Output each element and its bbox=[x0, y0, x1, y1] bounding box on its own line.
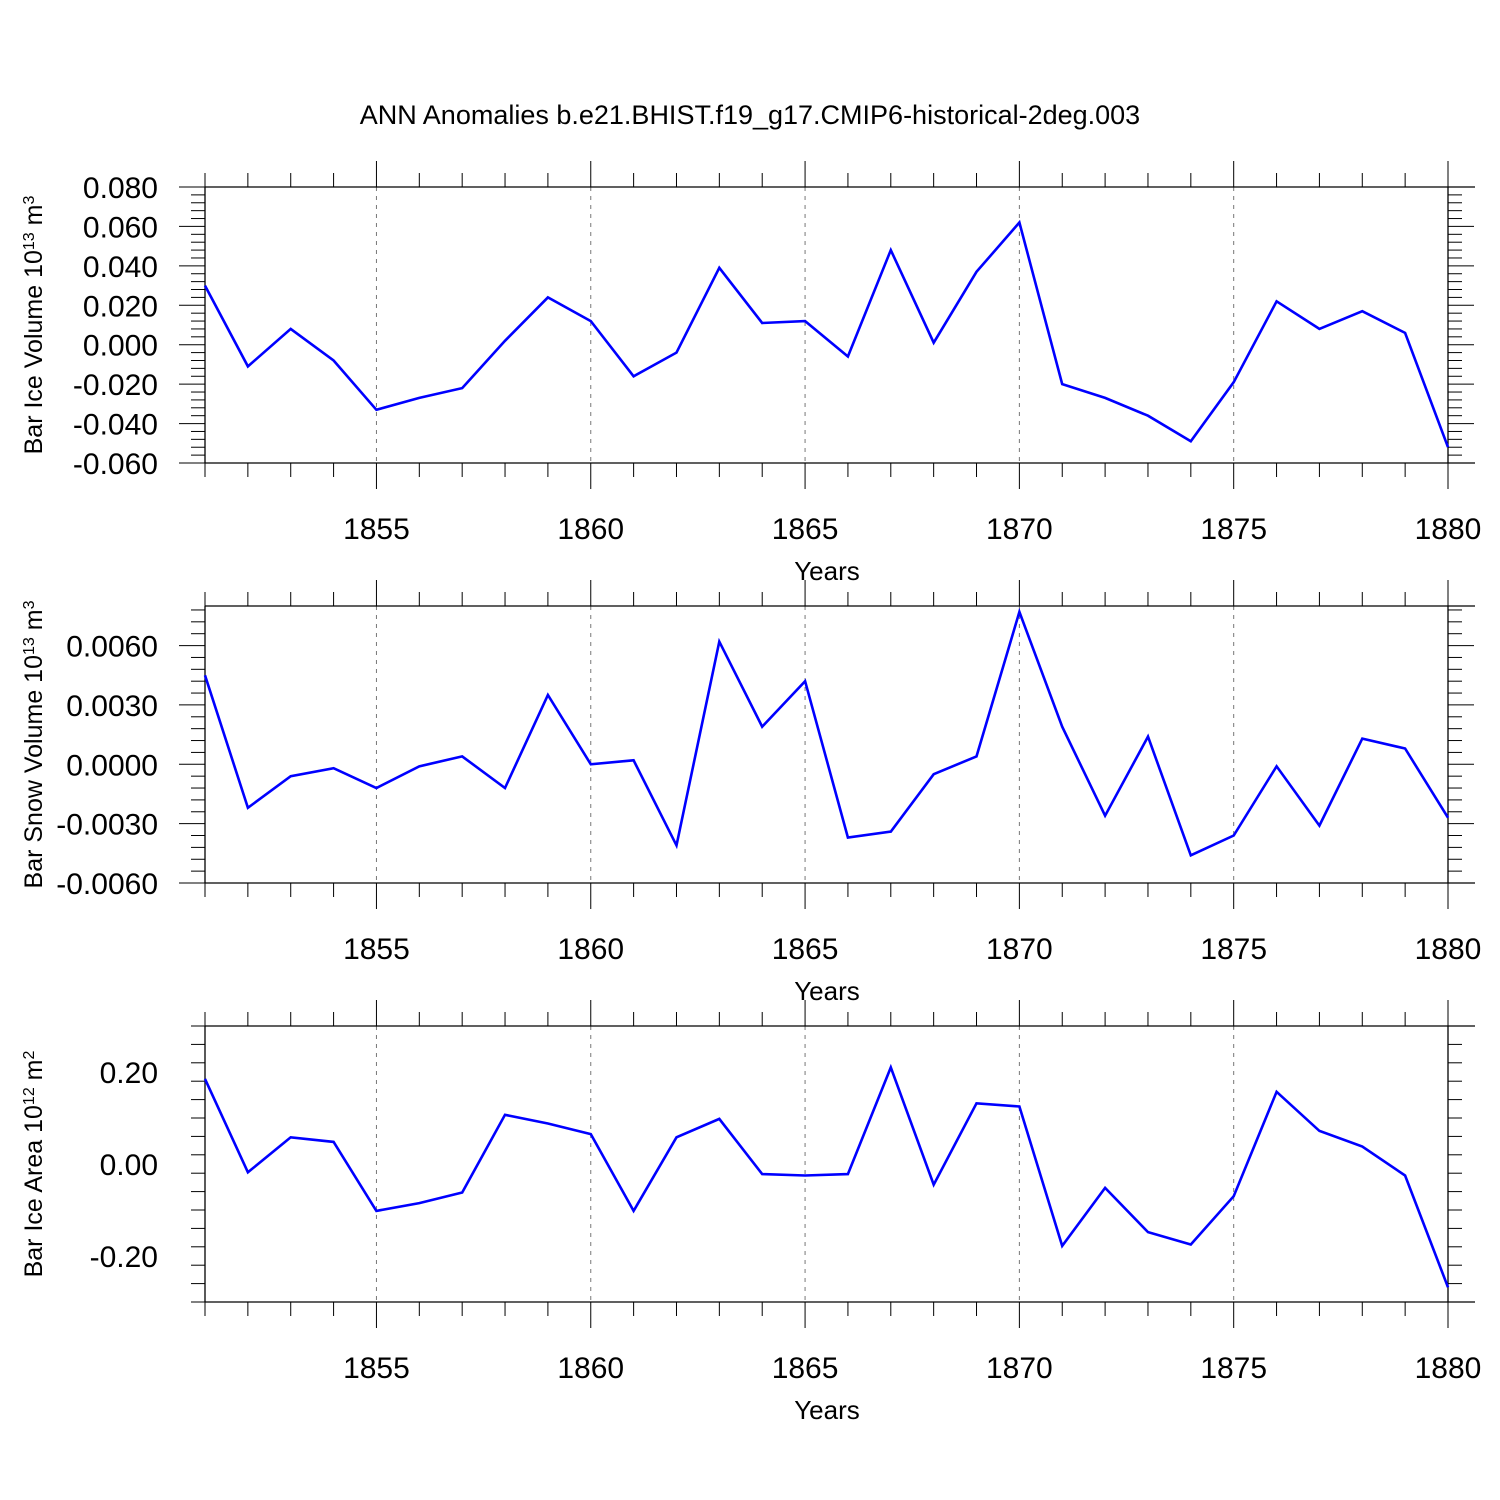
y-tick-label: 0.080 bbox=[83, 172, 158, 205]
y-tick-label: -0.020 bbox=[73, 369, 158, 402]
y-axis-title-exponent: 12 bbox=[21, 1087, 38, 1105]
y-tick-label: 0.020 bbox=[83, 290, 158, 323]
x-axis-title: Years bbox=[794, 976, 860, 1006]
y-axis-title: Bar Ice Area 1012 m2 bbox=[20, 1051, 48, 1278]
series-line bbox=[203, 219, 1450, 448]
y-axis-title-text: Bar Ice Area 10 bbox=[20, 1105, 48, 1277]
y-tick-label: 0.0030 bbox=[66, 690, 158, 723]
panel-2: -0.0060 -0.0030 0.0000 0.0030 0.0060 1855 1860… bbox=[20, 580, 1481, 1006]
x-tick-label: 1865 bbox=[772, 1352, 839, 1385]
x-tick-label: 1855 bbox=[343, 513, 410, 546]
x-tick-label: 1860 bbox=[557, 513, 624, 546]
y-tick-label: 0.060 bbox=[83, 211, 158, 244]
x-tick-label: 1875 bbox=[1200, 933, 1267, 966]
y-axis-title-text: m bbox=[20, 1060, 48, 1088]
x-tick-label: 1875 bbox=[1200, 1352, 1267, 1385]
x-tick-label: 1880 bbox=[1415, 933, 1482, 966]
y-tick-label: -0.0060 bbox=[56, 868, 158, 901]
x-tick-label: 1880 bbox=[1415, 1352, 1482, 1385]
y-tick-label: 0.0060 bbox=[66, 631, 158, 664]
x-tick-label: 1855 bbox=[343, 1352, 410, 1385]
x-tick-label: 1865 bbox=[772, 933, 839, 966]
series-line bbox=[203, 1063, 1450, 1288]
panel-1: -0.060 -0.040 -0.020 0.000 0.020 0.040 0.060 0.… bbox=[20, 161, 1481, 586]
y-axis-title: Bar Ice Volume 1013 m3 bbox=[20, 196, 48, 455]
x-tick-label: 1880 bbox=[1415, 513, 1482, 546]
chart-title: ANN Anomalies b.e21.BHIST.f19_g17.CMIP6-… bbox=[360, 100, 1140, 130]
y-axis-title-text: Bar Snow Volume 10 bbox=[20, 655, 48, 888]
series-line bbox=[203, 607, 1450, 858]
x-tick-label: 1860 bbox=[557, 1352, 624, 1385]
y-tick-label: 0.20 bbox=[100, 1057, 158, 1090]
x-tick-label: 1870 bbox=[986, 933, 1053, 966]
x-tick-label: 1860 bbox=[557, 933, 624, 966]
y-axis-title-text: Bar Ice Volume 10 bbox=[20, 250, 48, 454]
y-tick-label: -0.20 bbox=[90, 1241, 158, 1274]
y-axis-title-exponent: 13 bbox=[21, 637, 38, 655]
y-tick-label: 0.00 bbox=[100, 1149, 158, 1182]
y-axis-title-exponent: 3 bbox=[21, 600, 38, 609]
x-tick-label: 1865 bbox=[772, 513, 839, 546]
panel-3: -0.20 0.00 0.20 1855 1860 1865 1870 1875 1880 Yea… bbox=[20, 1000, 1481, 1425]
x-tick-label: 1855 bbox=[343, 933, 410, 966]
y-tick-label: -0.0030 bbox=[56, 809, 158, 842]
x-axis-title: Years bbox=[794, 556, 860, 586]
x-tick-label: 1870 bbox=[986, 1352, 1053, 1385]
y-axis-title-text: m bbox=[20, 609, 48, 637]
y-axis-title: Bar Snow Volume 1013 m3 bbox=[20, 600, 48, 888]
y-tick-label: 0.0000 bbox=[66, 749, 158, 782]
y-tick-label: 0.000 bbox=[83, 330, 158, 363]
x-tick-label: 1875 bbox=[1200, 513, 1267, 546]
x-axis-title: Years bbox=[794, 1395, 860, 1425]
y-axis-title-exponent: 2 bbox=[21, 1051, 38, 1060]
y-axis-title-exponent: 3 bbox=[21, 196, 38, 205]
y-tick-label: -0.040 bbox=[73, 409, 158, 442]
x-tick-label: 1870 bbox=[986, 513, 1053, 546]
y-tick-label: -0.060 bbox=[73, 448, 158, 481]
y-axis-title-text: m bbox=[20, 205, 48, 233]
y-axis-title-exponent: 13 bbox=[21, 232, 38, 250]
y-tick-label: 0.040 bbox=[83, 251, 158, 284]
